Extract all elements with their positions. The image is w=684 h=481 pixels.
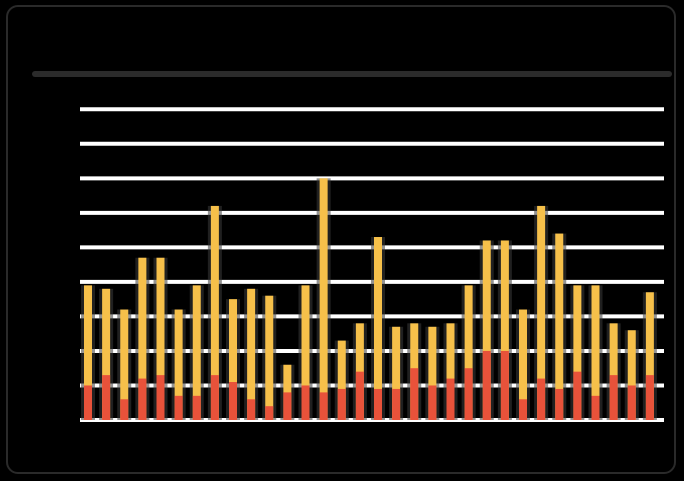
bar-total — [519, 309, 527, 420]
bar-total — [464, 285, 473, 420]
bar-part — [120, 399, 129, 420]
bar-total — [229, 299, 237, 420]
bar-part — [174, 395, 183, 420]
bar-part — [374, 388, 382, 420]
bar-total — [120, 309, 129, 420]
bar-part — [410, 368, 419, 420]
bar-part — [102, 375, 111, 420]
bar-part — [84, 385, 92, 420]
bar-part — [627, 385, 636, 420]
bar-total — [591, 285, 600, 420]
bar-part — [573, 371, 582, 420]
bar-part — [192, 395, 201, 420]
bar-part — [428, 385, 437, 420]
bar-total — [446, 323, 455, 420]
bar-total — [174, 309, 183, 420]
bar-part — [265, 406, 274, 420]
bar-total — [392, 326, 401, 420]
bar-total — [247, 288, 256, 420]
bar-part — [446, 378, 455, 420]
bar-total — [265, 295, 274, 420]
bar-part — [138, 378, 147, 420]
bar-total — [156, 257, 165, 420]
bar-total — [337, 340, 346, 420]
bar-total — [428, 326, 437, 420]
bar-total — [482, 240, 491, 420]
bar-part — [247, 399, 256, 420]
bar-part — [301, 385, 310, 420]
bar-part — [392, 388, 401, 420]
bar-part — [519, 399, 527, 420]
bar-total — [573, 285, 582, 420]
bar-total — [645, 292, 654, 420]
bar-part — [355, 371, 364, 420]
bar-total — [210, 205, 219, 420]
bar-total — [500, 240, 509, 420]
bar-total — [537, 205, 546, 420]
bar-total — [374, 237, 382, 420]
bar-total — [555, 233, 564, 420]
bar-total — [102, 288, 111, 420]
bar-part — [500, 350, 509, 420]
title-divider — [32, 71, 672, 77]
bar-part — [210, 375, 219, 420]
bar-part — [156, 375, 165, 420]
bar-part — [645, 375, 654, 420]
bar-total — [627, 330, 636, 420]
bar-total — [84, 285, 92, 420]
bar-part — [229, 382, 237, 420]
bar-part — [537, 378, 546, 420]
bar-total — [319, 178, 328, 420]
bar-part — [319, 392, 328, 420]
bar-part — [482, 350, 491, 420]
bar-total — [609, 323, 618, 420]
bar-part — [609, 375, 618, 420]
bar-total — [192, 285, 201, 420]
bar-total — [301, 285, 310, 420]
bar-part — [337, 388, 346, 420]
bar-part — [283, 392, 292, 420]
bar-part — [555, 388, 564, 420]
bar-total — [138, 257, 147, 420]
bar-part — [464, 368, 473, 420]
bar-part — [591, 395, 600, 420]
